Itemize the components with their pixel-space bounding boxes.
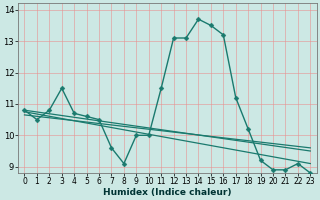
X-axis label: Humidex (Indice chaleur): Humidex (Indice chaleur) [103, 188, 232, 197]
